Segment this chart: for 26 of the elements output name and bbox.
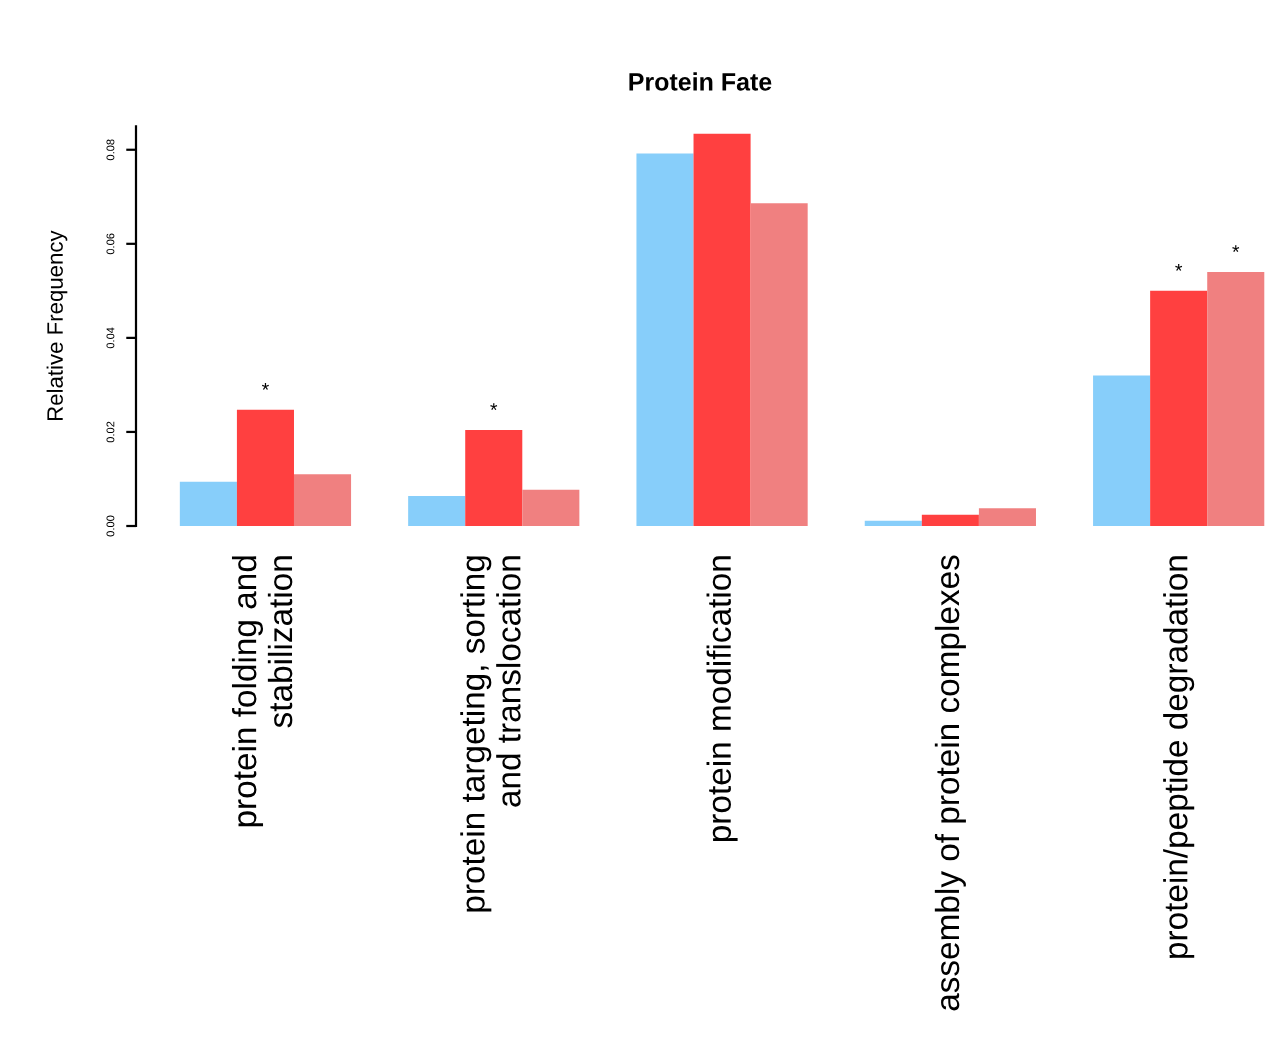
x-tick-label: protein/peptide degradation bbox=[1163, 556, 1195, 958]
x-tick-label: protein targeting, sorting and translocation bbox=[460, 556, 521, 912]
bar bbox=[236, 409, 294, 526]
bar bbox=[179, 481, 237, 526]
x-tick-label: protein modification bbox=[706, 556, 738, 842]
bar bbox=[1207, 272, 1265, 526]
x-tick-label: assembly of protein complexes bbox=[934, 555, 966, 1011]
bar bbox=[750, 203, 808, 526]
annotation: * bbox=[490, 403, 498, 411]
bar bbox=[522, 489, 580, 526]
bar bbox=[636, 153, 694, 526]
annotation: * bbox=[1232, 245, 1240, 253]
x-tick-label: protein folding and stabilization bbox=[231, 556, 293, 827]
bar bbox=[693, 133, 751, 526]
bar bbox=[1093, 375, 1151, 526]
bar bbox=[921, 514, 979, 526]
y-axis-title: Relative Frequency bbox=[46, 230, 68, 421]
annotation: * bbox=[1175, 264, 1183, 271]
bar bbox=[408, 495, 466, 526]
bar bbox=[978, 508, 1036, 526]
bar bbox=[864, 520, 922, 526]
chart-title: Protein Fate bbox=[629, 72, 772, 91]
bar bbox=[465, 430, 523, 526]
bar bbox=[293, 474, 352, 526]
bar bbox=[1150, 290, 1208, 526]
annotation: * bbox=[261, 383, 269, 390]
